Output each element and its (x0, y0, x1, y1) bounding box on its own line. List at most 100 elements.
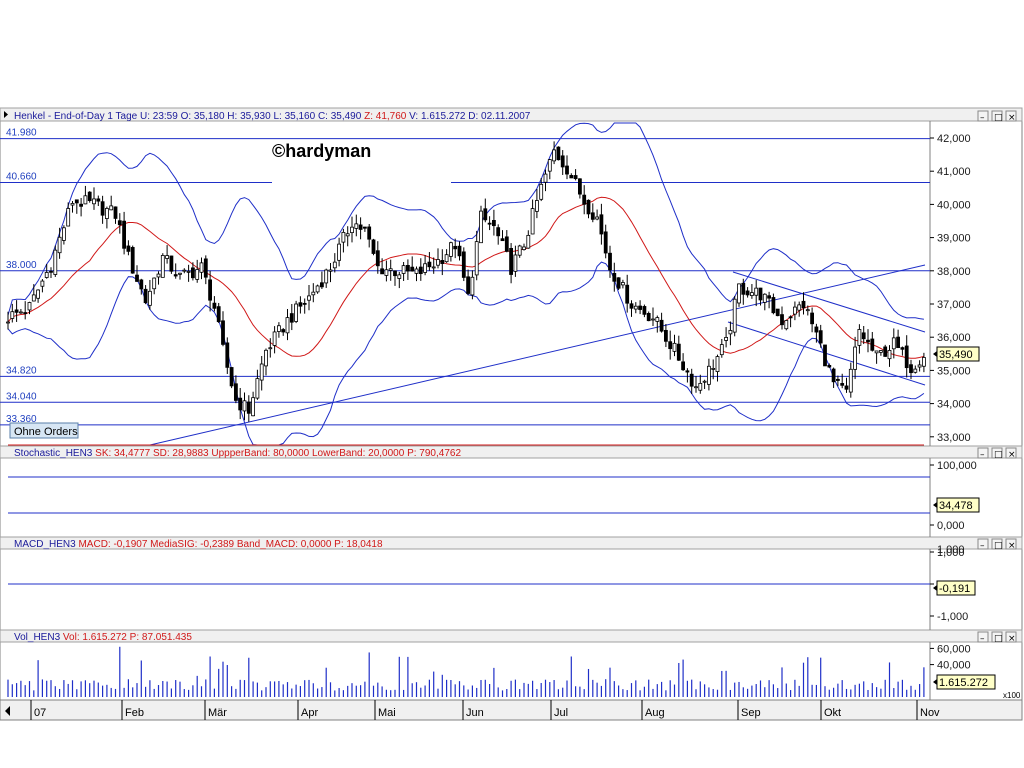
panel-frames (0, 107, 1023, 721)
candle-body (418, 266, 423, 275)
candle-body (491, 220, 496, 227)
candle-body (599, 214, 604, 235)
candle-body (840, 383, 845, 386)
candle-body (74, 199, 79, 204)
header-field: P: 18,0418 (334, 539, 383, 550)
candle-body (879, 350, 883, 353)
candle-body (904, 345, 909, 369)
candle-body (259, 363, 264, 381)
level-label: 34.040 (6, 391, 37, 402)
candle-body (638, 305, 642, 310)
price-tick-label: 42,000 (937, 133, 971, 145)
candle-body (474, 241, 479, 276)
candle-body (414, 268, 419, 274)
candle-body (470, 276, 475, 296)
stoch-tick-label: 0,000 (937, 520, 965, 532)
candle-body (130, 247, 135, 274)
candle-body (676, 343, 681, 361)
trend-line (149, 264, 926, 446)
candle-body (646, 313, 651, 322)
header-field: U: 23:59 (140, 111, 181, 122)
candle-body (517, 245, 522, 256)
header-field: H: 35,930 (227, 111, 273, 122)
candle-body (741, 282, 746, 295)
candle-body (651, 318, 655, 321)
window-button (1005, 538, 1017, 550)
header-field: MediaSIG: -0,2389 (150, 539, 237, 550)
candle-body (242, 400, 247, 412)
candle-body (337, 243, 342, 261)
candle-body (870, 338, 875, 351)
candle-body (818, 330, 823, 344)
candle-body (836, 378, 840, 381)
window-buttons[interactable]: – □ ×– □ ×– □ ×– □ × (977, 110, 1017, 644)
value-boxes: 35,490 34,478 -0,191 1.615.272 (933, 346, 996, 690)
window-button (977, 631, 989, 643)
candle-body (750, 292, 754, 296)
level-label: 40.660 (6, 171, 37, 182)
window-button-glyph: – (980, 634, 985, 644)
candle-body (707, 365, 711, 385)
candle-body (367, 226, 372, 240)
candle-body (23, 312, 28, 314)
candle-body (135, 274, 139, 282)
header-field: V: 1.615.272 (409, 111, 468, 122)
candle-body (681, 361, 685, 371)
candle-body (182, 269, 187, 272)
candle-body (302, 302, 307, 305)
window-button (991, 447, 1003, 459)
candle-body (393, 270, 397, 277)
candle-body (590, 212, 595, 220)
price-tick-label: 35,000 (937, 365, 971, 377)
candle-body (694, 386, 698, 389)
candle-body (814, 326, 819, 333)
candle-body (487, 222, 492, 225)
candle-body (595, 216, 599, 220)
candle-body (526, 234, 531, 249)
candle-body (793, 306, 797, 315)
candle-body (40, 280, 45, 287)
candle-body (848, 368, 853, 393)
candle-body (539, 183, 544, 200)
candle-body (100, 201, 105, 216)
moving-average (7, 196, 925, 359)
candle-body (479, 210, 483, 244)
ohne-orders-button[interactable]: Ohne Orders (9, 422, 79, 439)
stoch-value-box-text: 34,478 (939, 500, 973, 512)
window-button (977, 110, 989, 122)
candle-body (922, 357, 926, 367)
candle-body (530, 208, 535, 235)
candle-body (762, 293, 767, 303)
candle-body (504, 236, 509, 252)
month-axis: 07 Feb Mär Apr Mai Jun Jul Aug Sep Okt Nov (30, 700, 940, 720)
scroll-left-button[interactable] (5, 706, 10, 716)
candle-body (36, 289, 40, 299)
candle-body (612, 272, 617, 282)
header-field: UppperBand: 80,0000 (211, 448, 312, 459)
candle-body (509, 248, 514, 275)
candle-body (436, 259, 440, 266)
stochastic-header: Stochastic_HEN3 SK: 34,4777 SD: 28,9883 … (14, 448, 461, 459)
candle-body (810, 312, 814, 325)
month-label: Aug (645, 707, 665, 719)
header-field: O: 35,180 (181, 111, 228, 122)
candle-body (552, 149, 556, 162)
candle-body (143, 288, 148, 304)
price-tick-label: 39,000 (937, 233, 971, 245)
candle-body (560, 155, 565, 168)
candle-body (311, 291, 316, 296)
candle-body (18, 311, 23, 314)
price-value-box-pointer (933, 351, 937, 357)
candle-body (341, 232, 346, 243)
candle-body (152, 277, 157, 290)
candle-body (805, 309, 810, 312)
candle-body (87, 191, 92, 201)
level-label: 41.980 (6, 128, 37, 139)
candle-body (771, 297, 776, 314)
candle-body (500, 238, 505, 242)
candle-body (423, 263, 428, 273)
candle-body (621, 282, 625, 286)
candle-body (57, 236, 62, 254)
price-value-box-text: 35,490 (939, 349, 973, 361)
volume-header: Vol_HEN3 Vol: 1.615.272 P: 87.051.435 (14, 632, 192, 643)
